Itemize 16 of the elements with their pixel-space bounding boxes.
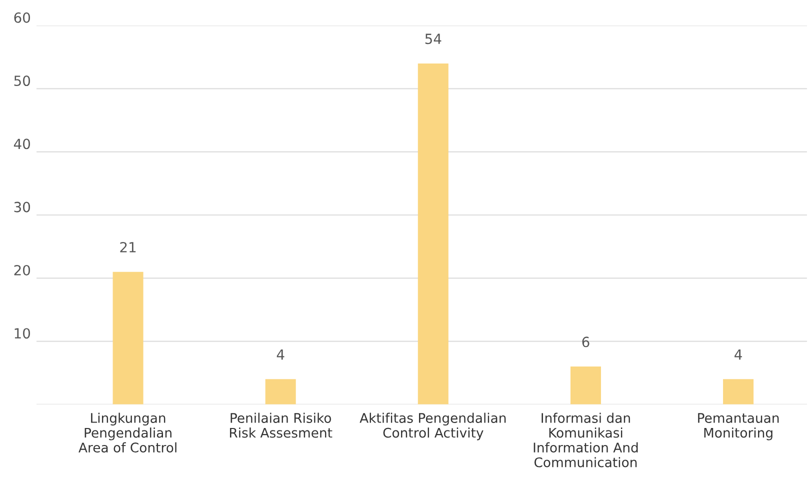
y-tick-label: 50 xyxy=(14,76,30,86)
data-label: 4 xyxy=(734,349,742,360)
y-tick-label: 30 xyxy=(14,202,30,212)
x-tick-label: Aktifitas Pengendalian Control Activity xyxy=(360,412,506,440)
data-label: 4 xyxy=(276,349,284,360)
y-tick-label: 60 xyxy=(14,12,30,23)
x-tick-label: Penilaian Risiko Risk Assesment xyxy=(230,412,332,438)
y-tick-label: 40 xyxy=(14,138,30,150)
data-label: 21 xyxy=(120,242,136,252)
x-tick-label: Informasi dan Komunikasi Information And Communication xyxy=(534,412,638,468)
y-tick-label: 20 xyxy=(14,264,30,276)
data-label: 6 xyxy=(582,336,590,348)
x-tick-label: Pemantauan Monitoring xyxy=(698,413,779,440)
x-tick-label: Lingkungan Pengendalian Area of Control xyxy=(78,412,176,453)
data-label: 54 xyxy=(425,34,442,44)
y-tick-label: 10 xyxy=(14,328,30,339)
